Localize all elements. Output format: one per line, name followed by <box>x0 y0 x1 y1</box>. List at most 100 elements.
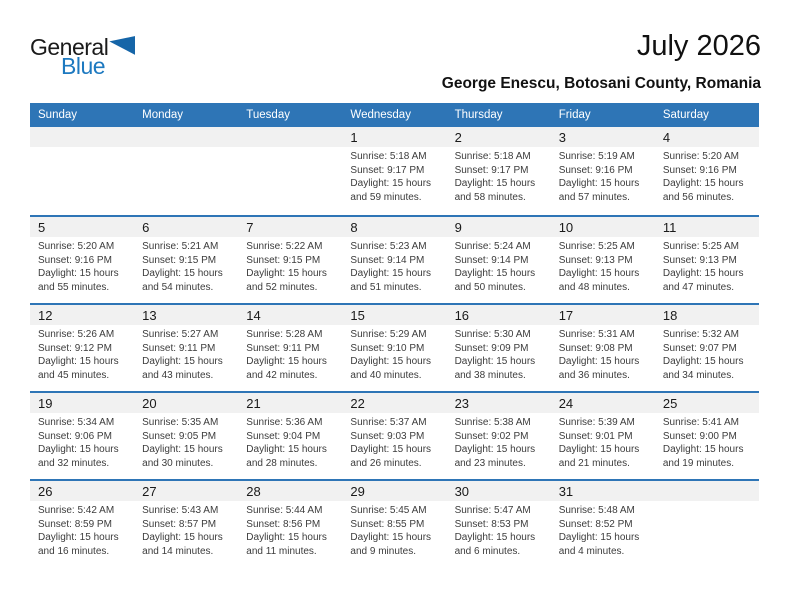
day-detail-line: Sunset: 9:13 PM <box>558 254 633 266</box>
day-detail-line: Daylight: 15 hours <box>38 268 119 279</box>
day-number: 10 <box>558 220 574 235</box>
day-content-row: Sunrise: 5:26 AM Sunset: 9:12 PM Daylight:… <box>30 325 759 382</box>
day-number-band: 1 2 3 4 <box>30 127 759 147</box>
empty-day-cell <box>134 147 238 204</box>
day-detail-line: and 11 minutes. <box>246 545 317 557</box>
logo-text-blue: Blue <box>61 53 106 79</box>
day-cell: Sunrise: 5:18 AM Sunset: 9:17 PM Daylight:… <box>447 147 551 204</box>
day-detail-line: Sunrise: 5:25 AM <box>558 241 635 252</box>
day-detail-line: Sunset: 9:04 PM <box>246 430 321 442</box>
day-detail-line: Sunset: 8:53 PM <box>454 518 529 530</box>
day-number-band: 5 6 7 8 9 10 11 <box>30 217 759 237</box>
week-row: 5 6 7 8 9 10 11 Sunrise: 5:20 AM Sunset: 9:16 PM… <box>30 215 759 303</box>
sail-triangle-icon <box>109 36 136 55</box>
day-detail-line: Sunrise: 5:24 AM <box>454 241 531 252</box>
day-detail-line: Daylight: 15 hours <box>142 356 223 367</box>
day-cell: Sunrise: 5:38 AM Sunset: 9:02 PM Daylight:… <box>447 413 551 470</box>
day-content-row: Sunrise: 5:42 AM Sunset: 8:59 PM Daylight:… <box>30 501 759 558</box>
day-cell: Sunrise: 5:24 AM Sunset: 9:14 PM Daylight:… <box>447 237 551 294</box>
empty-day-cell <box>655 501 759 558</box>
day-header-saturday: Saturday <box>662 109 709 121</box>
day-detail-line: and 59 minutes. <box>350 191 422 203</box>
day-cell: Sunrise: 5:26 AM Sunset: 9:12 PM Daylight:… <box>30 325 134 382</box>
day-detail-line: and 9 minutes. <box>350 545 417 557</box>
day-cell: Sunrise: 5:47 AM Sunset: 8:53 PM Daylight:… <box>447 501 551 558</box>
day-detail-line: Sunset: 9:15 PM <box>246 254 321 266</box>
day-number: 14 <box>246 308 261 323</box>
day-header-thursday: Thursday <box>454 109 503 121</box>
empty-day-number <box>655 481 759 501</box>
day-cell: Sunrise: 5:30 AM Sunset: 9:09 PM Daylight:… <box>447 325 551 382</box>
day-detail-line: Sunrise: 5:27 AM <box>142 329 219 340</box>
day-detail-line: and 36 minutes. <box>558 369 630 381</box>
day-detail-line: Sunrise: 5:38 AM <box>454 417 531 428</box>
day-detail-line: Daylight: 15 hours <box>454 444 536 455</box>
day-detail-line: Sunset: 8:55 PM <box>350 518 425 530</box>
day-detail-line: Daylight: 15 hours <box>662 268 744 279</box>
day-detail-line: Daylight: 15 hours <box>558 178 640 189</box>
day-detail-line: and 50 minutes. <box>454 281 526 293</box>
day-cell: Sunrise: 5:45 AM Sunset: 8:55 PM Daylight:… <box>342 501 446 558</box>
calendar-grid: Sunday Monday Tuesday Wednesday Thursday Frid… <box>30 103 759 567</box>
day-cell: Sunrise: 5:43 AM Sunset: 8:57 PM Daylight:… <box>134 501 238 558</box>
day-detail-line: Daylight: 15 hours <box>246 356 327 367</box>
day-number: 9 <box>454 220 462 235</box>
title-block: July 2026 George Enescu, Botosani County… <box>442 30 761 93</box>
day-cell: Sunrise: 5:25 AM Sunset: 9:13 PM Daylight:… <box>551 237 655 294</box>
day-cell: Sunrise: 5:32 AM Sunset: 9:07 PM Daylight:… <box>655 325 759 382</box>
day-cell: Sunrise: 5:36 AM Sunset: 9:04 PM Daylight:… <box>238 413 342 470</box>
empty-day-number <box>134 127 238 147</box>
day-detail-line: Daylight: 15 hours <box>142 532 223 543</box>
day-content-row: Sunrise: 5:34 AM Sunset: 9:06 PM Daylight:… <box>30 413 759 470</box>
day-detail-line: Sunrise: 5:34 AM <box>38 417 115 428</box>
day-detail-line: Sunset: 9:11 PM <box>142 342 216 354</box>
day-detail-line: Sunset: 9:15 PM <box>142 254 217 266</box>
day-header-monday: Monday <box>142 109 184 121</box>
day-detail-line: Sunset: 9:14 PM <box>454 254 529 266</box>
day-detail-line: and 30 minutes. <box>142 457 214 469</box>
day-detail-line: Sunrise: 5:41 AM <box>662 417 739 428</box>
day-detail-line: Sunset: 9:10 PM <box>350 342 425 354</box>
day-detail-line: and 21 minutes. <box>558 457 630 469</box>
day-detail-line: Sunset: 9:13 PM <box>662 254 737 266</box>
day-detail-line: Sunrise: 5:26 AM <box>38 329 115 340</box>
day-detail-line: Daylight: 15 hours <box>38 532 119 543</box>
day-detail-line: Sunset: 9:09 PM <box>454 342 529 354</box>
day-detail-line: and 4 minutes. <box>558 545 625 557</box>
day-detail-line: Sunset: 9:05 PM <box>142 430 217 442</box>
day-detail-line: Sunset: 9:02 PM <box>454 430 529 442</box>
day-detail-line: and 58 minutes. <box>454 191 526 203</box>
day-detail-line: and 32 minutes. <box>38 457 110 469</box>
day-number: 28 <box>246 484 261 499</box>
day-detail-line: Sunset: 9:00 PM <box>662 430 737 442</box>
day-detail-line: Sunset: 9:17 PM <box>454 164 529 176</box>
day-detail-line: Daylight: 15 hours <box>558 444 640 455</box>
day-detail-line: Sunset: 9:16 PM <box>662 164 737 176</box>
day-cell: Sunrise: 5:23 AM Sunset: 9:14 PM Daylight:… <box>342 237 446 294</box>
day-detail-line: Sunrise: 5:44 AM <box>246 505 323 516</box>
day-detail-line: and 47 minutes. <box>662 281 735 293</box>
week-row: 26 27 28 29 30 31 Sunrise: 5:42 AM Sunset: 8:59… <box>30 479 759 567</box>
day-detail-line: Daylight: 15 hours <box>558 532 640 543</box>
day-detail-line: and 38 minutes. <box>454 369 526 381</box>
day-header-sunday: Sunday <box>38 109 78 121</box>
day-detail-line: Sunset: 9:07 PM <box>662 342 737 354</box>
day-number: 16 <box>454 308 470 323</box>
day-cell: Sunrise: 5:18 AM Sunset: 9:17 PM Daylight:… <box>342 147 446 204</box>
day-detail-line: Sunrise: 5:18 AM <box>350 151 427 162</box>
day-detail-line: and 28 minutes. <box>246 457 318 469</box>
day-detail-line: Sunrise: 5:19 AM <box>558 151 635 162</box>
day-number: 23 <box>454 396 470 411</box>
empty-day-number <box>238 127 342 147</box>
day-number: 3 <box>558 130 566 145</box>
day-cell: Sunrise: 5:25 AM Sunset: 9:13 PM Daylight:… <box>655 237 759 294</box>
day-detail-line: Sunset: 9:08 PM <box>558 342 633 354</box>
day-detail-line: Sunrise: 5:43 AM <box>142 505 219 516</box>
day-cell: Sunrise: 5:44 AM Sunset: 8:56 PM Daylight:… <box>238 501 342 558</box>
day-cell: Sunrise: 5:37 AM Sunset: 9:03 PM Daylight:… <box>342 413 446 470</box>
day-header-wednesday: Wednesday <box>350 109 411 121</box>
day-detail-line: Daylight: 15 hours <box>350 532 432 543</box>
day-detail-line: and 23 minutes. <box>454 457 526 469</box>
day-detail-line: Sunset: 9:12 PM <box>38 342 112 354</box>
